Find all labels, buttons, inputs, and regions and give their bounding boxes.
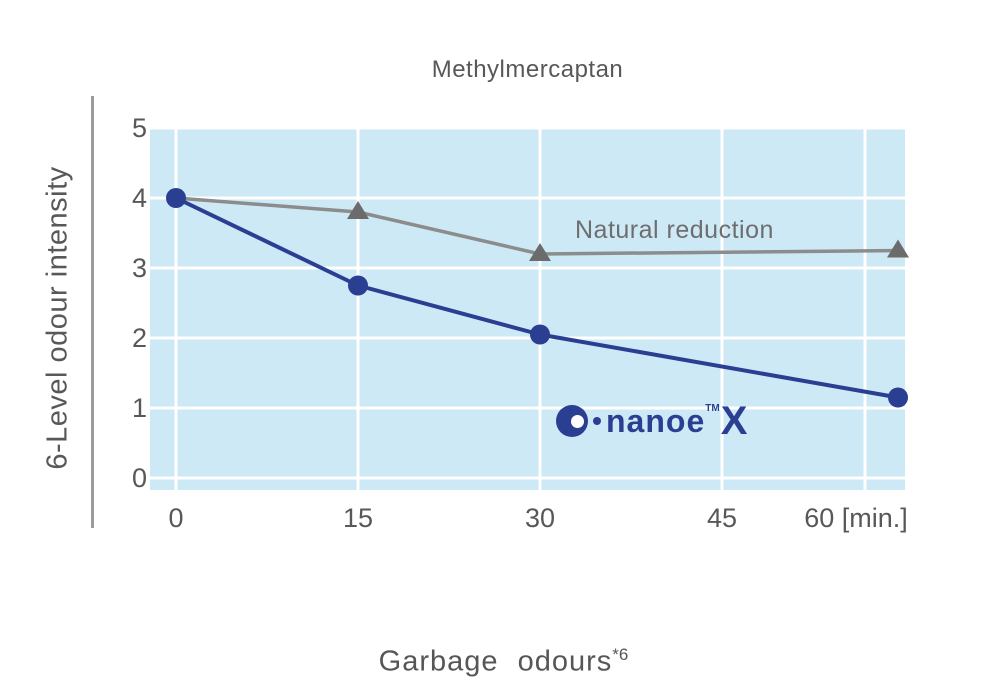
plot-background [150,128,905,490]
y-tick-label: 1 [132,393,147,423]
marker-triangle [529,243,551,261]
x-tick-label: 60 [min.] [804,503,908,533]
nanoe-x-logo: nanoe TM X [556,400,747,442]
y-axis-line [91,96,94,528]
caption-text: Garbage odours [378,645,613,678]
x-tick-label: 45 [707,503,737,533]
chart-title: Methylmercaptan [431,56,624,83]
x-tick-label: 30 [525,503,555,533]
nanoe-brand-text: nanoe [606,403,706,439]
marker-circle [348,275,368,296]
y-tick-label: 3 [132,253,147,283]
series-line-natural-reduction [174,196,900,256]
y-tick-label: 0 [132,463,147,493]
nanoe-dot-icon [593,417,601,425]
marker-circle [888,387,908,408]
nanoe-x-letter: X [720,399,748,443]
nanoe-circle-icon [556,405,588,437]
series-label-natural-reduction: Natural reduction [575,216,774,244]
marker-circle [530,324,550,345]
caption-footnote: *6 [612,645,629,664]
marker-triangle [347,201,369,219]
x-tick-label: 15 [343,503,373,533]
y-tick-label: 4 [132,183,147,213]
marker-circle [166,188,186,208]
chart-caption: Garbage odours*6 [0,645,1007,679]
y-tick-label: 2 [132,323,147,353]
series-line-nanoe-x [174,196,900,400]
marker-triangle [887,239,909,258]
x-tick-label: 0 [168,503,183,533]
nanoe-tm-mark: TM [705,403,720,414]
y-tick-label: 5 [132,113,147,143]
